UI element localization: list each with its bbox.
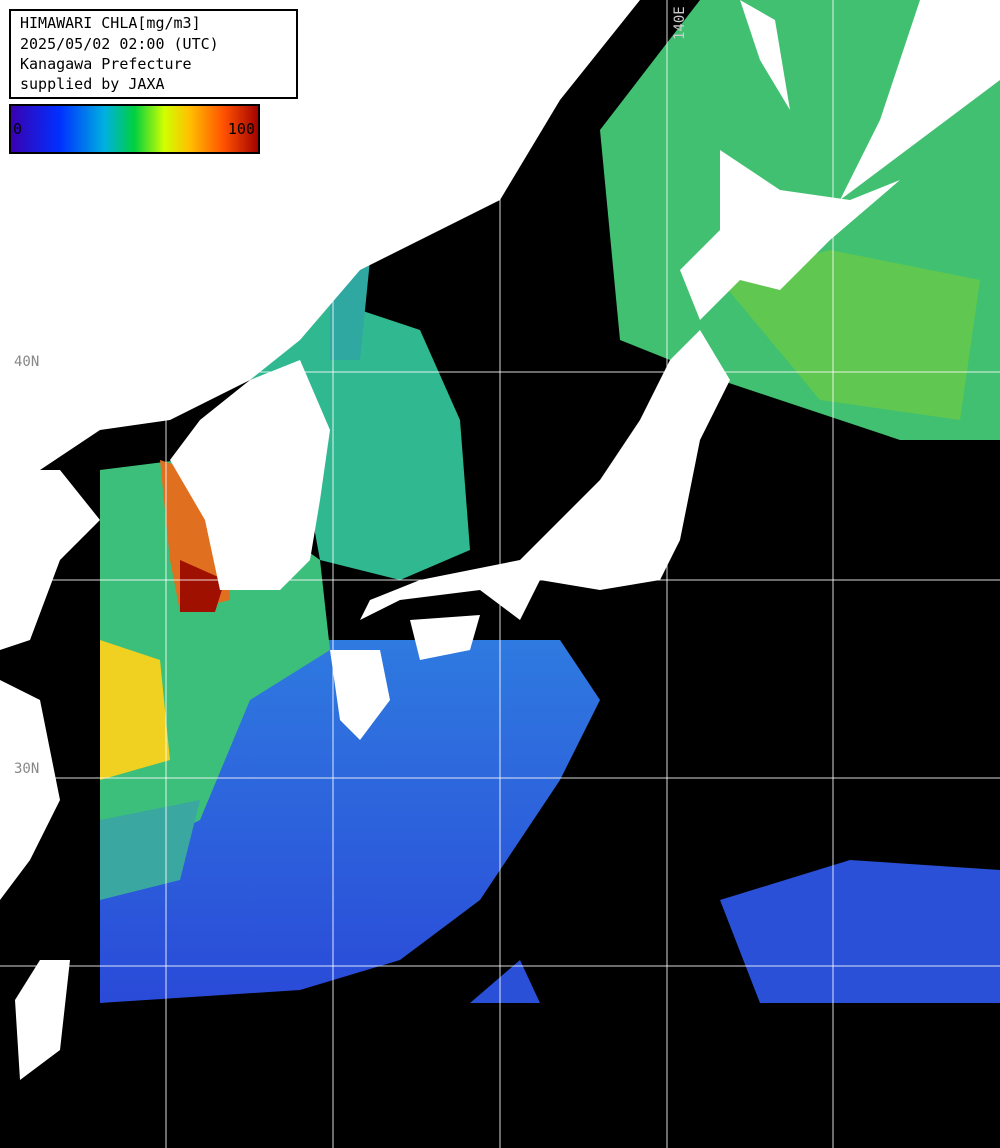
header-box: HIMAWARI CHLA[mg/m3] 2025/05/02 02:00 (U… (9, 9, 298, 99)
header-line: supplied by JAXA (20, 75, 165, 93)
lat-label: 30N (14, 761, 39, 777)
header-line: 2025/05/02 02:00 (UTC) (20, 35, 219, 53)
colorbar: 0 100 (9, 104, 260, 154)
header-line: Kanagawa Prefecture (20, 55, 192, 73)
lat-label: 40N (14, 354, 39, 370)
lon-label: 140E (672, 6, 688, 40)
colorbar-min: 0 (13, 120, 22, 138)
colorbar-max: 100 (228, 120, 255, 138)
header-line: HIMAWARI CHLA[mg/m3] (20, 14, 201, 32)
